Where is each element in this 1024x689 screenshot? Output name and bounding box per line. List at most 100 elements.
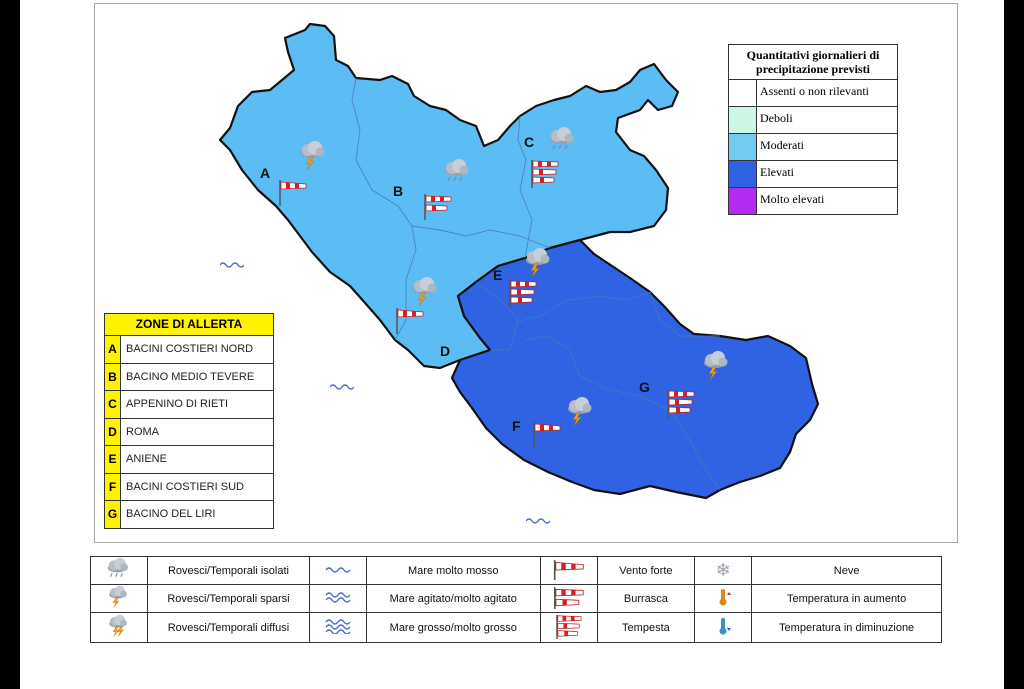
mare-molto-mosso-icon: [330, 384, 354, 390]
legend-icon-cell: [539, 612, 598, 643]
mare-molto-mosso-icon: [220, 262, 244, 268]
legend-row: Moderati: [729, 134, 897, 161]
legend-icon-cell: [539, 584, 598, 617]
tempesta-icon: [555, 614, 582, 642]
rovesci-temporali-diffusi-icon: [109, 614, 127, 637]
zone-letter: F: [105, 473, 121, 500]
tempesta-icon: [509, 279, 537, 309]
zone-letter-a: A: [260, 165, 271, 181]
map-frame: [94, 3, 958, 543]
zone-letter-g: G: [639, 379, 650, 395]
rovesci-temporali-sparsi-icon: [109, 585, 127, 608]
legend-label: Molto elevati: [760, 192, 825, 206]
legend-swatch: [729, 134, 757, 160]
rovesci-temporali-sparsi-icon: [445, 159, 469, 182]
legend-icon-cell: [308, 556, 367, 585]
rovesci-temporali-isolati-icon: [107, 557, 129, 578]
legend-row: Molto elevati: [729, 188, 897, 214]
temperatura-aumento-icon: [719, 589, 732, 606]
zone-row: D ROMA: [105, 418, 273, 446]
legend-label: Vento forte: [596, 556, 696, 585]
legend-label: Mare agitato/molto agitato: [365, 584, 541, 613]
legend-icon-cell: [89, 612, 149, 643]
legend-icon-cell: ❄: [694, 556, 753, 585]
legend-label: Rovesci/Temporali sparsi: [147, 584, 310, 613]
legend-icon-cell: [308, 612, 367, 643]
vento-forte-icon: [533, 421, 561, 449]
zone-row: F BACINI COSTIERI SUD: [105, 473, 273, 501]
precipitation-legend-title: Quantitativi giornalieri di precipitazio…: [729, 45, 897, 80]
legend-row: Rovesci/Temporali sparsi Mare agitato/mo…: [89, 584, 942, 617]
legend-icon-cell: [539, 556, 598, 590]
rovesci-temporali-isolati-icon: [704, 351, 728, 381]
mare-molto-mosso-icon: [526, 518, 550, 524]
rovesci-temporali-isolati-icon: [301, 141, 325, 171]
zone-row: B BACINO MEDIO TEVERE: [105, 363, 273, 391]
legend-icon-cell: [89, 556, 149, 585]
zone-row: C APPENINO DI RIETI: [105, 391, 273, 419]
legend-icon-cell: [694, 584, 753, 613]
vento-forte-icon: [279, 179, 307, 207]
temperatura-diminuzione-icon: [719, 618, 732, 635]
lazio-map: [218, 22, 820, 500]
zone-name: BACINO DEL LIRI: [126, 508, 216, 521]
tempesta-icon: [531, 159, 559, 189]
zone-letter: D: [105, 418, 121, 445]
zone-letter-b: B: [393, 183, 404, 199]
zone-letter: E: [105, 446, 121, 473]
zone-name: ROMA: [126, 425, 159, 438]
legend-label: Moderati: [760, 138, 804, 152]
zones-table-title: ZONE DI ALLERTA: [105, 314, 273, 336]
zone-light-area: [218, 22, 680, 370]
mare-agitato-icon: [325, 592, 351, 603]
zone-letter: B: [105, 363, 121, 390]
mare-grosso-icon: [325, 619, 351, 635]
legend-row: Elevati: [729, 161, 897, 188]
rovesci-temporali-isolati-icon: [526, 248, 550, 278]
legend-icon-cell: [308, 584, 367, 613]
zone-row: A BACINI COSTIERI NORD: [105, 336, 273, 364]
legend-label: Mare molto mosso: [365, 556, 541, 585]
legend-swatch: [729, 161, 757, 187]
zone-name: APPENINO DI RIETI: [126, 398, 229, 411]
legend-label: Assenti o non rilevanti: [760, 84, 869, 98]
legend-label: Tempesta: [596, 612, 696, 643]
zone-row: G BACINO DEL LIRI: [105, 501, 273, 528]
rovesci-temporali-isolati-icon: [568, 397, 592, 427]
zone-letter: G: [105, 501, 121, 528]
zone-letter: C: [105, 391, 121, 418]
symbols-legend: Rovesci/Temporali isolati Mare molto mos…: [89, 556, 942, 643]
vento-forte-icon: [553, 559, 584, 590]
legend-label: Burrasca: [596, 584, 696, 613]
legend-row: Deboli: [729, 107, 897, 134]
zone-row: E ANIENE: [105, 446, 273, 474]
page: A B C D E F G Quantitativi giornalieri d…: [20, 0, 1004, 689]
precipitation-legend: Quantitativi giornalieri di precipitazio…: [728, 44, 898, 215]
zone-letter-e: E: [493, 267, 503, 283]
legend-label: Temperatura in diminuzione: [751, 612, 942, 643]
zone-name: BACINI COSTIERI SUD: [126, 480, 244, 493]
legend-swatch: [729, 80, 757, 106]
legend-icon-cell: [89, 584, 149, 613]
legend-row: Assenti o non rilevanti: [729, 80, 897, 107]
legend-row: Rovesci/Temporali isolati Mare molto mos…: [89, 556, 942, 590]
zone-letter-f: F: [512, 418, 521, 434]
rovesci-temporali-sparsi-icon: [550, 127, 574, 150]
basin-boundaries: [351, 77, 721, 491]
zone-name: BACINO MEDIO TEVERE: [126, 370, 255, 383]
legend-label: Elevati: [760, 165, 794, 179]
legend-label: Rovesci/Temporali diffusi: [147, 612, 310, 643]
legend-label: Neve: [751, 556, 942, 585]
legend-label: Temperatura in aumento: [751, 584, 942, 613]
legend-icon-cell: [694, 612, 753, 643]
legend-label: Deboli: [760, 111, 793, 125]
mare-molto-mosso-icon: [325, 566, 351, 573]
legend-swatch: [729, 188, 757, 214]
zone-letter-d: D: [440, 343, 451, 359]
zone-name: BACINI COSTIERI NORD: [126, 343, 254, 356]
zone-dark-area: [450, 238, 820, 500]
vento-forte-icon: [396, 307, 424, 335]
tempesta-icon: [667, 389, 695, 419]
zone-name: ANIENE: [126, 453, 167, 466]
